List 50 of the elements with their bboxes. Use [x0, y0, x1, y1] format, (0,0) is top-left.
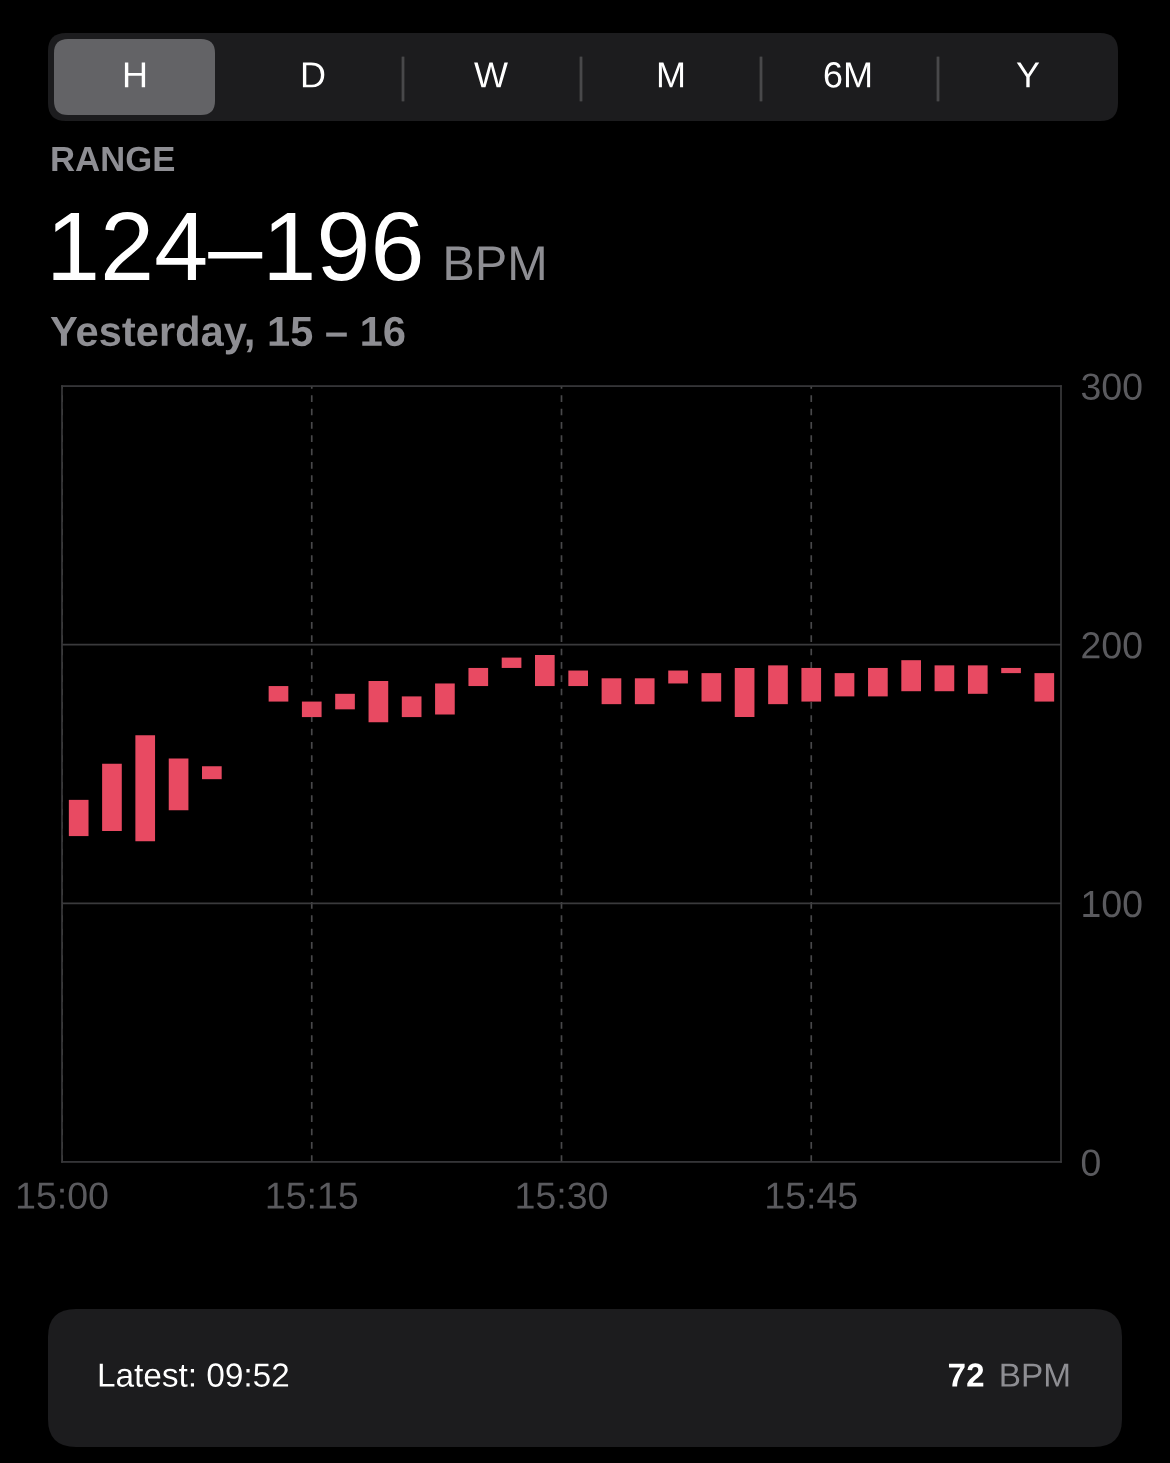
bar — [368, 680, 389, 723]
bar — [868, 667, 888, 697]
y-tick-label: 200 — [1082, 632, 1142, 659]
text: BPM — [446, 246, 544, 280]
text: Yesterday, 15 – 16 — [50, 315, 405, 355]
bar — [168, 758, 189, 811]
bar — [734, 667, 755, 718]
bar — [468, 667, 489, 687]
text: BPM — [1001, 1363, 1069, 1387]
text: M — [658, 62, 684, 88]
bar — [534, 655, 555, 687]
y-tick-label: 0 — [1081, 1149, 1100, 1176]
text: H — [124, 62, 146, 88]
bar — [135, 735, 156, 842]
y-tick-label: 100 — [1083, 890, 1142, 918]
y-tick-label: 300 — [1081, 373, 1142, 400]
bar — [202, 766, 222, 780]
bar — [401, 696, 422, 718]
text: D — [302, 62, 325, 88]
bar — [568, 670, 589, 687]
text: Y — [1016, 62, 1040, 88]
bar — [335, 693, 355, 710]
text: W — [474, 62, 508, 88]
bar — [1001, 667, 1021, 674]
text: RANGE — [52, 146, 175, 172]
bar — [967, 665, 988, 694]
bar — [301, 701, 322, 718]
bar — [501, 657, 522, 668]
bar — [668, 670, 688, 684]
bar — [1034, 673, 1055, 702]
bar — [834, 673, 855, 697]
bar — [901, 660, 921, 692]
bar — [68, 799, 89, 837]
x-tick-label: 15:30 — [517, 1182, 607, 1209]
bar — [634, 678, 655, 705]
x-tick-label: 15:15 — [267, 1182, 358, 1209]
text: 72 — [948, 1363, 984, 1387]
bar — [102, 763, 122, 831]
bar — [435, 683, 455, 715]
text: 6M — [824, 62, 871, 88]
bar — [801, 667, 822, 702]
bar — [934, 665, 955, 692]
bar — [601, 678, 622, 705]
text: 124–196 — [53, 212, 421, 281]
x-tick-label: 15:00 — [17, 1182, 108, 1209]
bar — [768, 665, 788, 705]
text: Latest: 09:52 — [99, 1363, 289, 1387]
x-tick-label: 15:45 — [767, 1182, 857, 1209]
bar — [268, 686, 289, 702]
bar — [701, 673, 722, 702]
